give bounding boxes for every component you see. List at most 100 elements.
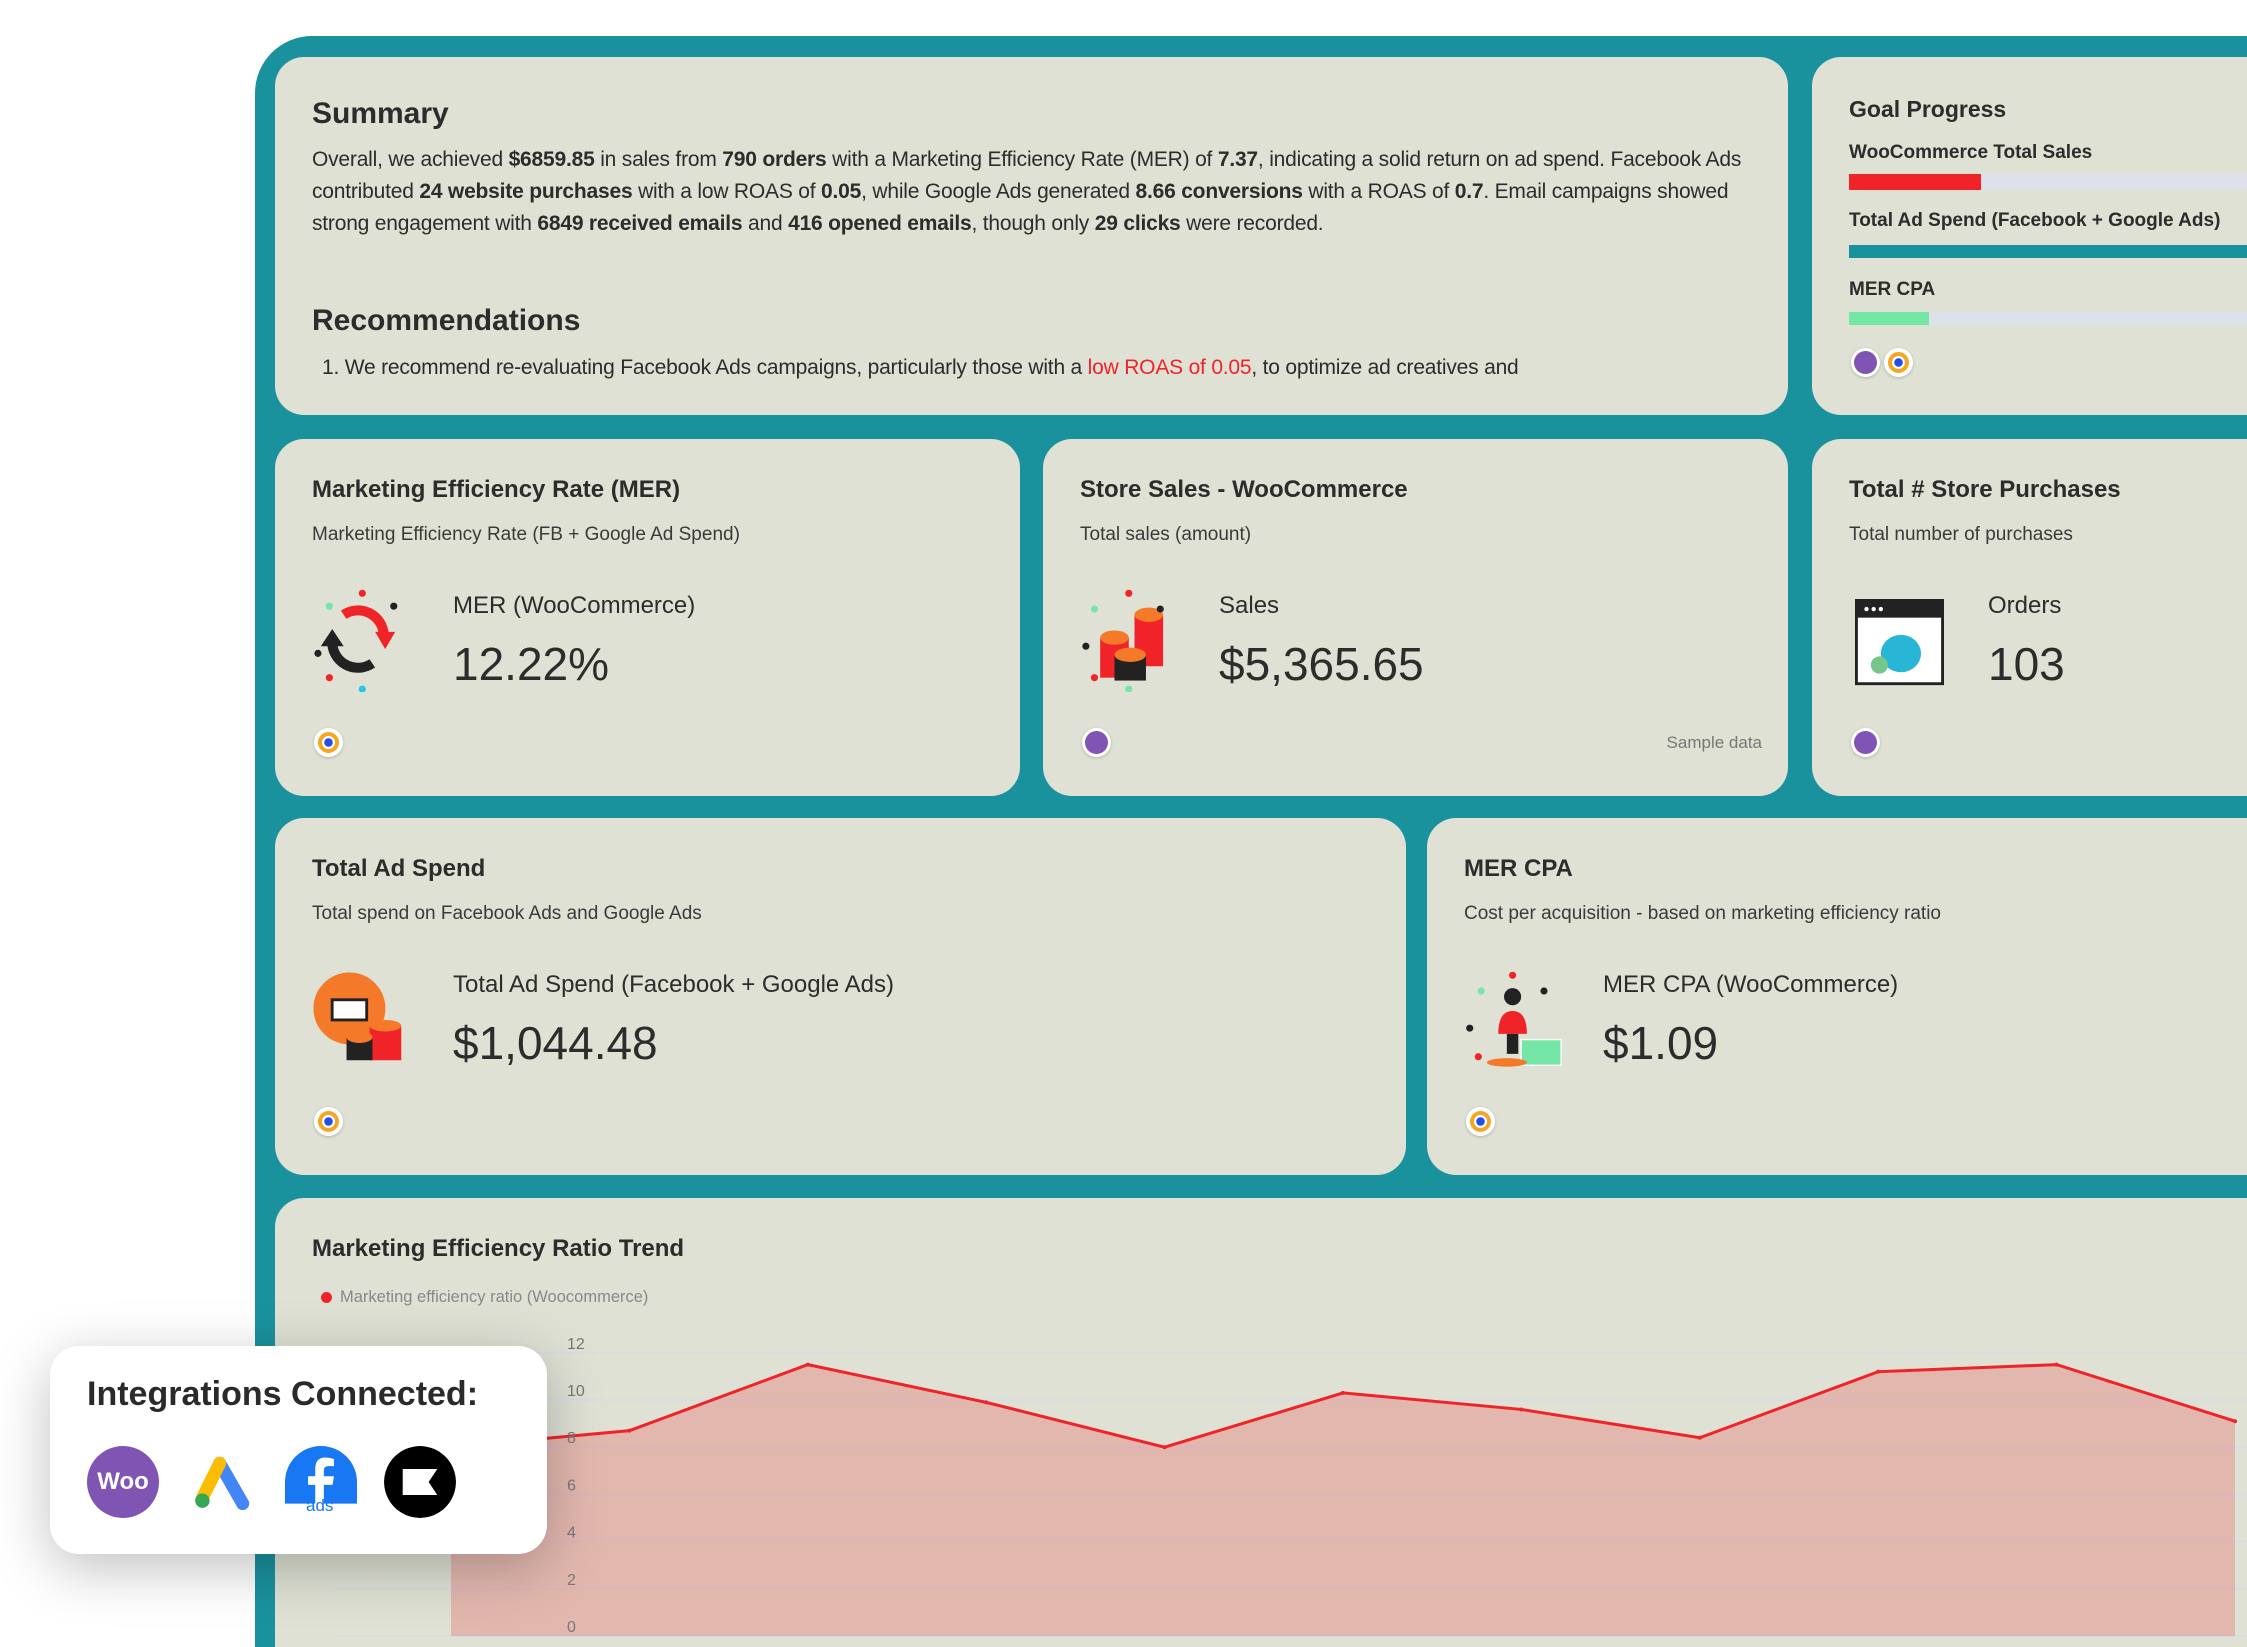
data-point xyxy=(1162,1445,1167,1450)
goal-progress-card: Goal Progress WooCommerce Total Sales To… xyxy=(1812,57,2247,415)
summary-fragment: with a ROAS of xyxy=(1302,180,1455,203)
facebook-ads-label: ads xyxy=(306,1496,334,1515)
metric-label: Sales xyxy=(1219,592,1280,619)
data-point xyxy=(2054,1362,2059,1367)
refresh-cycle-icon xyxy=(314,589,398,692)
data-point xyxy=(1876,1369,1881,1374)
summary-highlight: 24 website purchases xyxy=(419,180,633,203)
card-subtitle: Marketing Efficiency Rate (FB + Google A… xyxy=(312,524,740,545)
y-tick-label: 12 xyxy=(567,1336,585,1353)
summary-fragment: in sales from xyxy=(594,148,723,171)
summary-fragment: Overall, we achieved xyxy=(312,148,509,171)
summary-highlight: 416 opened emails xyxy=(788,212,972,235)
google-ads-icon[interactable] xyxy=(188,1446,260,1518)
card-title: Store Sales - WooCommerce xyxy=(1080,476,1408,503)
summary-fragment: , though only xyxy=(971,212,1095,235)
woocommerce-source-icon xyxy=(1082,728,1111,757)
recommendations-title: Recommendations xyxy=(312,304,581,337)
summary-highlight: $6859.85 xyxy=(508,148,595,171)
metric-value: 103 xyxy=(1988,638,2065,690)
woocommerce-icon[interactable]: Woo xyxy=(87,1446,159,1518)
data-point xyxy=(984,1400,989,1405)
y-tick-label: 10 xyxy=(567,1383,585,1400)
summary-highlight: 6849 received emails xyxy=(537,212,743,235)
summary-fragment: with a Marketing Efficiency Rate (MER) o… xyxy=(826,148,1218,171)
y-tick-label: 2 xyxy=(567,1572,576,1589)
goal-progress-fill xyxy=(1849,312,1929,325)
google-ads-source-icon xyxy=(314,1107,343,1136)
integrations-title: Integrations Connected: xyxy=(87,1375,479,1413)
total-ad-spend-card: Total Ad Spend Total spend on Facebook A… xyxy=(275,818,1406,1175)
area-chart: 0 2 4 6 8 10 12 xyxy=(332,1336,2247,1637)
store-purchases-card: Total # Store Purchases Total number of … xyxy=(1812,439,2247,796)
summary-highlight: 29 clicks xyxy=(1094,212,1181,235)
woocommerce-source-icon xyxy=(1851,348,1880,377)
y-tick-label: 4 xyxy=(567,1525,576,1542)
card-subtitle: Total spend on Facebook Ads and Google A… xyxy=(312,903,702,924)
mer-trend-chart-card: Marketing Efficiency Ratio Trend Marketi… xyxy=(275,1198,2247,1647)
metric-label: Total Ad Spend (Facebook + Google Ads) xyxy=(453,971,894,998)
klaviyo-icon[interactable] xyxy=(384,1446,456,1518)
summary-card: Summary Overall, we achieved $6859.85 in… xyxy=(275,57,1788,415)
metric-label: MER (WooCommerce) xyxy=(453,592,696,619)
goal-label: WooCommerce Total Sales xyxy=(1849,142,2093,163)
google-ads-source-icon xyxy=(1466,1107,1495,1136)
summary-fragment: and xyxy=(742,212,789,235)
metric-value: $1.09 xyxy=(1603,1017,1719,1069)
data-point xyxy=(2233,1419,2237,1424)
summary-highlight: 790 orders xyxy=(722,148,827,171)
goal-label: Total Ad Spend (Facebook + Google Ads) xyxy=(1849,210,2221,231)
store-sales-card: Store Sales - WooCommerce Total sales (a… xyxy=(1043,439,1788,796)
google-ads-source-icon xyxy=(1884,348,1913,377)
recommendation-text: 1. We recommend re-evaluating Facebook A… xyxy=(322,356,1088,379)
recommendation-text-end: , to optimize ad creatives and xyxy=(1251,356,1519,379)
card-title: Marketing Efficiency Rate (MER) xyxy=(312,476,681,503)
chart-title: Marketing Efficiency Ratio Trend xyxy=(312,1235,685,1262)
mer-card: Marketing Efficiency Rate (MER) Marketin… xyxy=(275,439,1020,796)
legend-label: Marketing efficiency ratio (Woocommerce) xyxy=(340,1288,649,1306)
goal-progress-bar xyxy=(1849,174,2247,190)
area-fill xyxy=(451,1364,2235,1636)
integrations-popup: Integrations Connected: Woo ads xyxy=(50,1346,547,1554)
goal-progress-fill xyxy=(1849,174,1981,190)
summary-highlight: 0.05 xyxy=(821,180,862,203)
coins-stack-icon xyxy=(1082,589,1164,692)
card-title: Total Ad Spend xyxy=(312,855,486,882)
mer-cpa-card: MER CPA Cost per acquisition - based on … xyxy=(1427,818,2247,1175)
chart-legend: Marketing efficiency ratio (Woocommerce) xyxy=(321,1288,648,1307)
metric-value: $1,044.48 xyxy=(453,1017,658,1069)
card-subtitle: Total number of purchases xyxy=(1849,524,2073,545)
goal-label: MER CPA xyxy=(1849,279,1936,300)
summary-highlight: 0.7 xyxy=(1454,180,1484,203)
summary-text: Overall, we achieved $6859.85 in sales f… xyxy=(312,144,1762,240)
summary-fragment: with a low ROAS of xyxy=(632,180,822,203)
google-ads-source-icon xyxy=(314,728,343,757)
y-tick-label: 0 xyxy=(567,1619,576,1636)
data-point xyxy=(805,1362,810,1367)
basket-coins-icon xyxy=(313,972,402,1061)
goal-progress-bar xyxy=(1849,312,2247,325)
woocommerce-source-icon xyxy=(1851,728,1880,757)
metric-value: $5,365.65 xyxy=(1219,638,1424,690)
data-point xyxy=(1697,1435,1702,1440)
card-subtitle: Cost per acquisition - based on marketin… xyxy=(1464,903,1942,924)
metric-label: Orders xyxy=(1988,592,2062,619)
facebook-ads-icon[interactable]: ads xyxy=(285,1446,357,1518)
metric-value: 12.22% xyxy=(453,638,610,690)
recommendation-item: 1. We recommend re-evaluating Facebook A… xyxy=(322,352,1772,384)
card-subtitle: Total sales (amount) xyxy=(1080,524,1252,545)
shopping-basket-window-icon xyxy=(1855,599,1944,686)
summary-highlight: 7.37 xyxy=(1217,148,1258,171)
summary-title: Summary xyxy=(312,97,449,130)
card-title: MER CPA xyxy=(1464,855,1573,882)
card-title: Total # Store Purchases xyxy=(1849,476,2121,503)
goal-title: Goal Progress xyxy=(1849,96,2007,122)
summary-fragment: , while Google Ads generated xyxy=(861,180,1136,203)
facebook-logo-icon xyxy=(285,1446,357,1507)
woocommerce-logo-text: Woo xyxy=(97,1468,149,1495)
goal-progress-fill xyxy=(1849,245,2247,258)
data-point xyxy=(1519,1407,1524,1412)
metric-label: MER CPA (WooCommerce) xyxy=(1603,971,1899,998)
goal-progress-bar xyxy=(1849,245,2247,258)
